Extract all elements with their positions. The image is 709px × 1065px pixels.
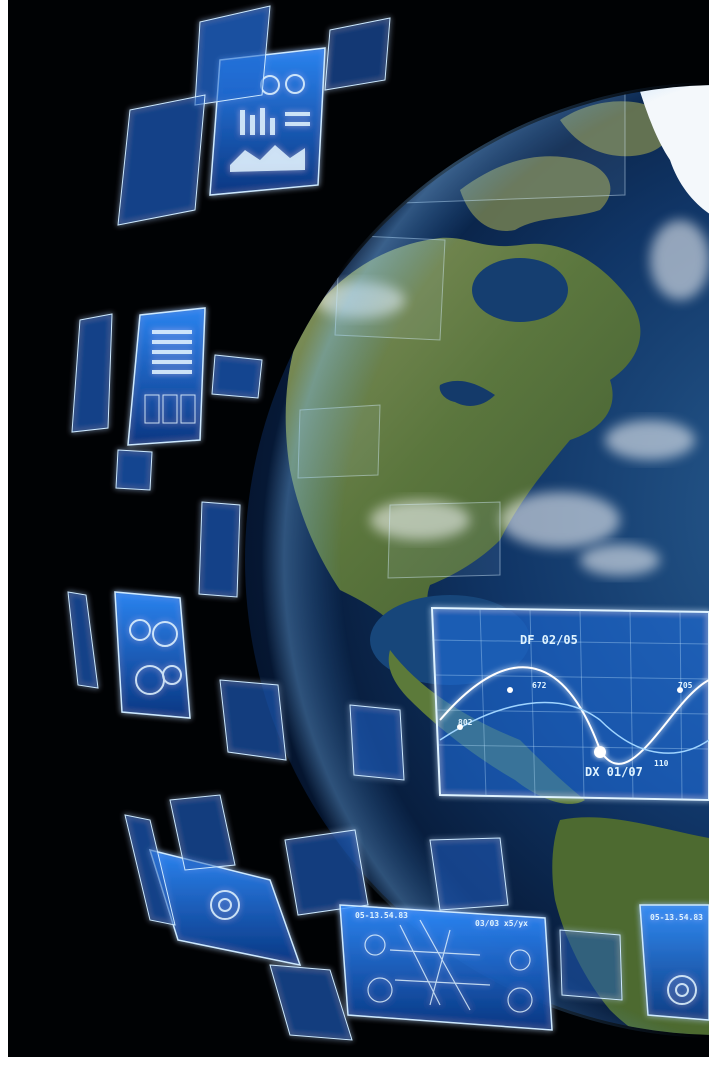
panel-bottom-left [148,848,302,967]
map-panel-header-left: 05-13.54.83 [355,911,408,920]
chart-marker-b: 802 [458,718,473,727]
map-panel-header-right: 03/03 x5/yx [475,919,528,928]
chart-marker-d: 110 [654,759,669,768]
chart-marker [594,746,606,758]
hud-chart-panel: DF 02/05 DX 01/07 672 802 705 110 [430,606,709,802]
frame-edge-bottom [0,1057,709,1065]
frame-edge-left [0,0,8,1065]
chart-label-top: DF 02/05 [520,633,578,647]
chart-marker-a: 672 [532,681,547,690]
corner-panel-header: 05-13.54.83 [650,913,703,922]
floating-panels: 05-13.54.83 03/03 x5/yx 05-13.54.83 [67,5,709,1041]
chart-marker-c: 705 [678,681,693,690]
panel-bottom-map: 05-13.54.83 03/03 x5/yx [339,904,553,1031]
panel-lower-left [114,591,191,719]
panel-mid-left [127,307,206,446]
chart-label-bottom: DX 01/07 [585,765,643,779]
panel-bottom-right: 05-13.54.83 [639,904,709,1021]
